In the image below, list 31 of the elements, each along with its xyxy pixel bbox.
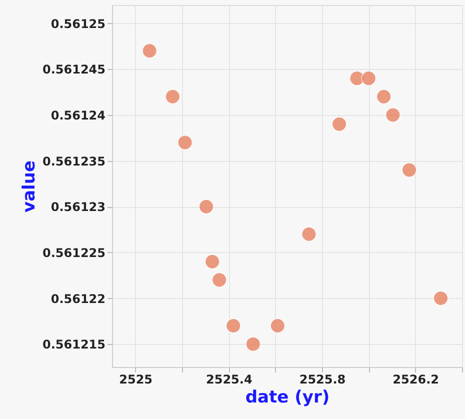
y-tick-label: 0.561245 bbox=[42, 62, 106, 77]
y-axis-title: value bbox=[19, 160, 40, 213]
point bbox=[361, 70, 376, 86]
x-tick-label: 2526.2 bbox=[392, 372, 439, 386]
point bbox=[226, 318, 241, 334]
x-axis-title: date (yr) bbox=[245, 388, 330, 408]
point bbox=[142, 43, 157, 58]
x-tick-label: 2525.8 bbox=[299, 372, 346, 386]
x-tick-label: 2525 bbox=[119, 372, 153, 386]
point bbox=[433, 290, 448, 306]
point bbox=[350, 70, 364, 86]
point bbox=[376, 89, 392, 104]
x-tick-label: 2525.4 bbox=[206, 372, 252, 386]
y-tick-label: 0.561215 bbox=[42, 338, 106, 352]
y-tick-label: 0.561235 bbox=[42, 154, 106, 168]
y-tick-label: 0.56122 bbox=[50, 292, 106, 306]
point bbox=[386, 108, 400, 122]
point bbox=[178, 135, 192, 150]
y-tick-label: 0.56123 bbox=[50, 200, 106, 214]
point bbox=[246, 336, 261, 352]
point bbox=[198, 199, 214, 214]
point bbox=[165, 89, 180, 104]
y-tick-label: 0.561225 bbox=[42, 246, 106, 260]
point bbox=[204, 254, 220, 269]
y-tick-label: 0.56125 bbox=[50, 16, 106, 31]
point bbox=[332, 116, 347, 132]
point bbox=[212, 272, 227, 288]
y-tick-label: 0.56124 bbox=[50, 108, 106, 122]
point bbox=[402, 162, 417, 178]
point bbox=[302, 226, 316, 242]
point bbox=[270, 318, 286, 334]
